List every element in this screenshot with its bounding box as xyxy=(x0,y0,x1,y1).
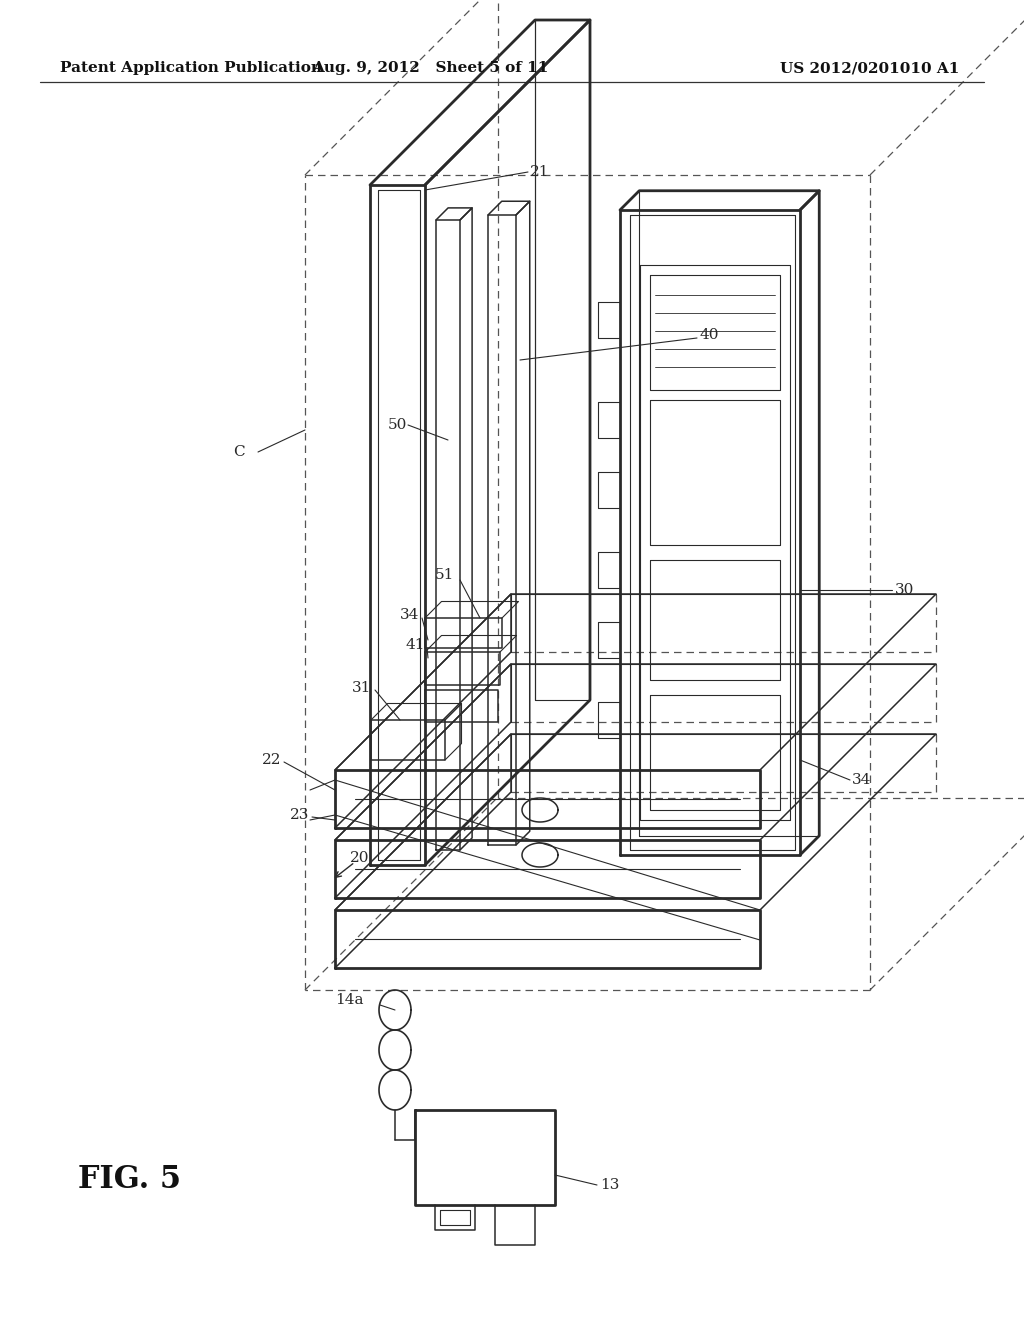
Text: 21: 21 xyxy=(530,165,550,180)
Text: 20: 20 xyxy=(350,851,370,865)
Text: 40: 40 xyxy=(700,327,720,342)
Text: 23: 23 xyxy=(290,808,309,822)
Text: 34: 34 xyxy=(400,609,420,622)
Text: 50: 50 xyxy=(388,418,408,432)
Text: 14a: 14a xyxy=(335,993,364,1007)
Text: 31: 31 xyxy=(352,681,372,696)
Text: 34: 34 xyxy=(852,774,871,787)
Text: 13: 13 xyxy=(600,1177,620,1192)
Text: FIG. 5: FIG. 5 xyxy=(78,1164,181,1196)
Text: 22: 22 xyxy=(262,752,282,767)
Text: 41: 41 xyxy=(406,638,425,652)
Text: Patent Application Publication: Patent Application Publication xyxy=(60,61,322,75)
Text: C: C xyxy=(233,445,245,459)
Text: Aug. 9, 2012   Sheet 5 of 11: Aug. 9, 2012 Sheet 5 of 11 xyxy=(312,61,548,75)
Text: 51: 51 xyxy=(435,568,455,582)
Text: US 2012/0201010 A1: US 2012/0201010 A1 xyxy=(780,61,959,75)
Text: 30: 30 xyxy=(895,583,914,597)
